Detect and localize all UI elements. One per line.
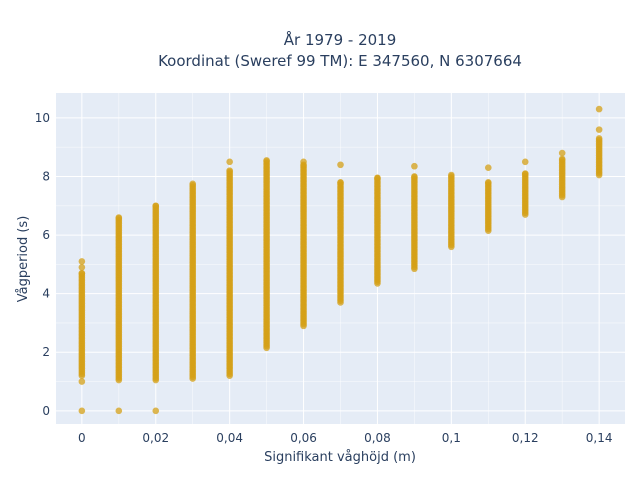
data-point xyxy=(595,135,603,142)
x-axis-title: Signifikant våghöjd (m) xyxy=(264,450,416,465)
data-point xyxy=(263,157,270,164)
x-tick-label: 0,12 xyxy=(512,431,539,445)
x-tick-label: 0,04 xyxy=(216,431,243,445)
data-point xyxy=(448,171,455,179)
data-point xyxy=(152,202,160,210)
data-point xyxy=(558,149,566,157)
data-point xyxy=(189,180,197,188)
y-axis-title: Vågperiod (s) xyxy=(16,216,31,303)
data-point xyxy=(152,407,160,415)
y-tick-label: 8 xyxy=(42,169,50,183)
data-point xyxy=(484,164,492,171)
data-point xyxy=(78,407,86,415)
data-point xyxy=(595,126,603,133)
data-point xyxy=(78,263,86,271)
y-tick-label: 10 xyxy=(35,111,50,125)
data-point xyxy=(300,158,307,166)
y-tick-label: 6 xyxy=(42,228,50,242)
data-point xyxy=(521,170,529,177)
chart-title: År 1979 - 2019 xyxy=(284,30,397,49)
data-points xyxy=(78,105,603,415)
data-point xyxy=(595,105,603,113)
data-point xyxy=(115,407,123,415)
data-point xyxy=(411,162,418,170)
data-point xyxy=(115,214,123,221)
x-tick-label: 0,1 xyxy=(442,431,461,445)
chart-subtitle: Koordinat (Sweref 99 TM): E 347560, N 63… xyxy=(158,52,522,70)
data-point xyxy=(558,155,566,163)
data-point xyxy=(374,174,381,182)
data-point xyxy=(78,258,86,265)
data-point xyxy=(226,158,233,166)
data-point xyxy=(411,173,418,180)
y-tick-label: 4 xyxy=(42,287,50,301)
data-point xyxy=(78,378,86,385)
tick-labels: 0 2 4 6 8 10 0 0,02 0,04 0,06 0,08 0,1 0,12 0,14 xyxy=(35,111,613,445)
x-tick-label: 0,02 xyxy=(142,431,169,445)
data-point xyxy=(226,167,233,174)
x-tick-label: 0,14 xyxy=(586,431,613,445)
y-tick-label: 2 xyxy=(42,345,50,359)
data-point xyxy=(521,158,529,166)
x-tick-label: 0 xyxy=(78,431,86,445)
data-point xyxy=(78,269,86,277)
x-tick-label: 0,06 xyxy=(290,431,317,445)
y-tick-label: 0 xyxy=(42,404,50,418)
data-point xyxy=(337,161,344,169)
data-point xyxy=(337,179,344,186)
x-tick-label: 0,08 xyxy=(364,431,391,445)
data-point xyxy=(484,179,492,186)
